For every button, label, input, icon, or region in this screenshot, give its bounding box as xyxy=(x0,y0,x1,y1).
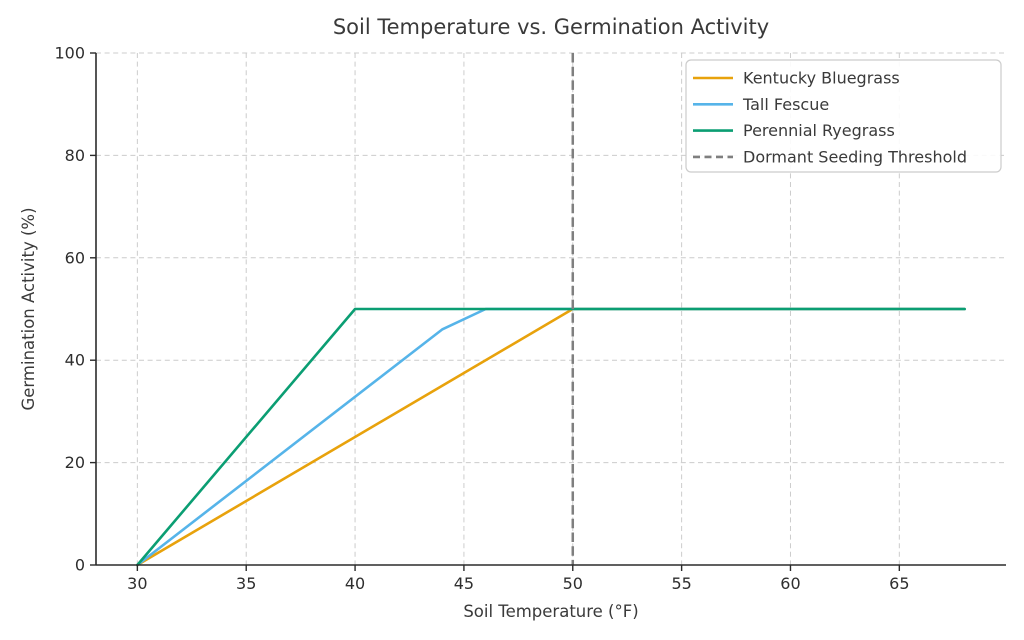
series-lines xyxy=(136,307,966,567)
x-tick-label: 40 xyxy=(345,574,365,593)
legend-label: Perennial Ryegrass xyxy=(743,121,895,140)
series-line-perennial-ryegrass xyxy=(136,307,966,567)
y-tick-label: 0 xyxy=(75,556,85,575)
legend: Kentucky Bluegrass Tall Fescue Perennial R… xyxy=(685,59,1002,173)
x-tick-label: 55 xyxy=(671,574,691,593)
x-tick-label: 30 xyxy=(127,574,147,593)
legend-item-kentucky-bluegrass: Kentucky Bluegrass xyxy=(693,69,900,88)
x-axis-label: Soil Temperature (°F) xyxy=(463,602,638,621)
series-line-tall-fescue xyxy=(136,307,966,567)
y-tick-label: 80 xyxy=(65,146,85,165)
x-tick-label: 35 xyxy=(236,574,256,593)
y-axis-label: Germination Activity (%) xyxy=(19,207,38,410)
legend-label: Tall Fescue xyxy=(742,95,829,114)
series-line-kentucky-bluegrass xyxy=(136,307,966,567)
x-tick-label: 60 xyxy=(780,574,800,593)
chart-title: Soil Temperature vs. Germination Activit… xyxy=(333,15,769,39)
legend-item-perennial-ryegrass: Perennial Ryegrass xyxy=(693,121,895,140)
legend-label: Kentucky Bluegrass xyxy=(743,69,900,88)
legend-label: Dormant Seeding Threshold xyxy=(743,147,967,166)
legend-box xyxy=(685,59,1002,173)
x-tick-label: 65 xyxy=(889,574,909,593)
y-tick-label: 100 xyxy=(54,44,85,63)
legend-item-dormant-seeding-threshold: Dormant Seeding Threshold xyxy=(693,147,967,166)
axes: 30 35 40 45 50 55 60 65 0 20 40 60 80 100 xyxy=(54,44,1006,593)
legend-item-tall-fescue: Tall Fescue xyxy=(693,95,829,114)
y-tick-label: 20 xyxy=(65,453,85,472)
y-tick-label: 60 xyxy=(65,248,85,267)
x-tick-label: 45 xyxy=(454,574,474,593)
y-tick-label: 40 xyxy=(65,351,85,370)
x-tick-label: 50 xyxy=(563,574,583,593)
